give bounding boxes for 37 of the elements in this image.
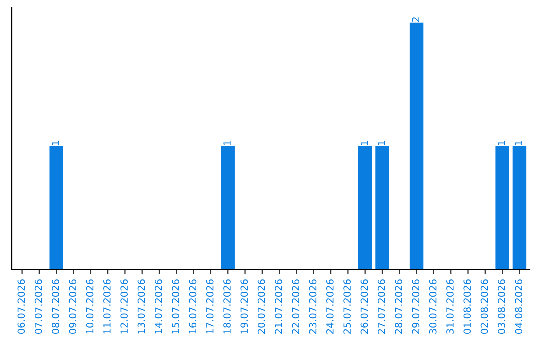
data-label: 1 <box>52 141 60 146</box>
x-tick-label: 22.07.2026 <box>292 280 300 334</box>
x-tick-label: 18.07.2026 <box>224 280 231 334</box>
x-tick-label: 10.07.2026 <box>86 280 94 334</box>
x-tick-label: 19.07.2026 <box>240 280 248 334</box>
x-tick-label: 11.07.2026 <box>104 280 111 334</box>
x-tick-label: 28.07.2026 <box>395 280 402 334</box>
x-tick-label: 09.07.2026 <box>69 280 77 334</box>
data-label: 1 <box>360 141 368 146</box>
x-tick-label: 06.07.2026 <box>18 280 26 334</box>
x-tick-label: 20.07.2026 <box>258 280 266 334</box>
x-tick-label: 24.07.2026 <box>326 280 334 334</box>
x-tick-label: 25.07.2026 <box>344 280 352 334</box>
data-label: 1 <box>378 141 386 146</box>
data-label: 2 <box>412 18 420 22</box>
x-tick-label: 13.07.2026 <box>138 280 146 334</box>
data-label: 1 <box>515 141 522 146</box>
x-tick-label: 16.07.2026 <box>189 280 197 334</box>
x-tick-label: 29.07.2026 <box>412 280 420 334</box>
x-tick-label: 03.08.2026 <box>498 280 506 334</box>
x-tick-label: 21.07.2026 <box>275 280 282 334</box>
x-tick-label: 08.07.2026 <box>52 280 60 334</box>
data-label: 1 <box>224 141 231 146</box>
x-tick-label: 04.08.2026 <box>515 280 523 334</box>
x-tick-label: 14.07.2026 <box>154 280 162 334</box>
x-tick-label: 02.08.2026 <box>480 280 488 334</box>
x-tick-label: 30.07.2026 <box>429 280 437 334</box>
x-tick-label: 15.07.2026 <box>172 280 180 334</box>
x-tick-label: 17.07.2026 <box>206 280 214 334</box>
x-tick-label: 27.07.2026 <box>378 280 386 334</box>
data-label: 1 <box>498 141 506 146</box>
x-tick-label: 26.07.2026 <box>360 280 368 334</box>
x-tick-label: 07.07.2026 <box>34 280 42 334</box>
x-tick-label: 12.07.2026 <box>120 280 128 334</box>
x-tick-label: 01.08.2026 <box>464 280 472 334</box>
x-tick-label: 23.07.2026 <box>309 280 317 334</box>
x-tick-label: 31.07.2026 <box>446 280 454 334</box>
